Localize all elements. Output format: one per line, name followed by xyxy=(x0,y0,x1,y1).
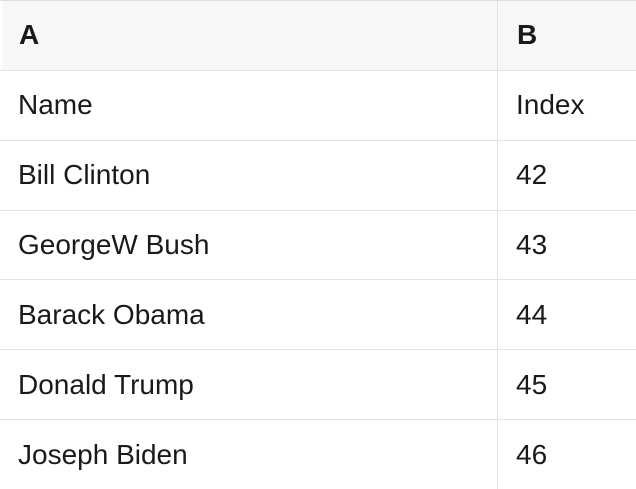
table-cell[interactable]: Bill Clinton xyxy=(0,140,498,210)
table-cell[interactable]: Name xyxy=(0,70,498,140)
table-row: Name Index xyxy=(0,70,636,141)
table-cell[interactable]: 44 xyxy=(516,298,548,330)
table-cell[interactable]: Index xyxy=(516,89,585,121)
table-cell[interactable]: 45 xyxy=(516,368,548,400)
table-cell[interactable]: GeorgeW Bush xyxy=(0,210,498,280)
table-row: Bill Clinton 42 xyxy=(0,140,636,211)
table-row: Donald Trump 45 xyxy=(0,350,636,421)
table-cell[interactable]: 43 xyxy=(516,229,548,260)
column-header-a[interactable]: A xyxy=(0,1,498,70)
table-cell[interactable]: Joseph Biden xyxy=(0,420,498,489)
table-cell[interactable]: Donald Trump xyxy=(0,350,498,420)
table-cell[interactable]: 42 xyxy=(516,159,548,191)
table-row: Barack Obama 44 xyxy=(0,280,636,351)
table-cell[interactable]: Barack Obama xyxy=(0,280,498,350)
column-header-b[interactable]: B xyxy=(517,19,538,51)
table-row: Joseph Biden 46 xyxy=(0,420,636,489)
table-header-row: A B xyxy=(0,1,636,71)
table-row: GeorgeW Bush 43 xyxy=(0,210,636,281)
table-cell[interactable]: 46 xyxy=(516,438,548,470)
